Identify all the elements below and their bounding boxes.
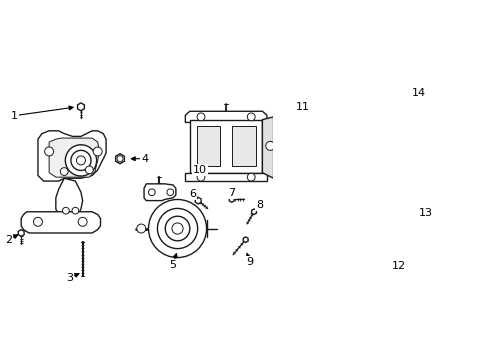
Text: 2: 2: [5, 235, 12, 245]
Polygon shape: [18, 230, 24, 236]
Circle shape: [117, 156, 123, 162]
Circle shape: [76, 156, 85, 165]
Text: 1: 1: [10, 111, 18, 121]
Circle shape: [78, 217, 87, 226]
Polygon shape: [251, 209, 256, 215]
Polygon shape: [195, 197, 201, 204]
Polygon shape: [407, 245, 412, 251]
Circle shape: [247, 173, 255, 181]
Polygon shape: [56, 178, 82, 217]
Circle shape: [65, 145, 97, 176]
Text: 8: 8: [256, 200, 263, 210]
Circle shape: [148, 189, 155, 195]
Circle shape: [350, 204, 358, 212]
Polygon shape: [116, 154, 124, 164]
Circle shape: [386, 100, 391, 105]
Circle shape: [165, 216, 189, 241]
Circle shape: [72, 207, 79, 214]
Polygon shape: [49, 138, 99, 177]
Text: 9: 9: [246, 257, 253, 267]
Circle shape: [60, 168, 68, 175]
Polygon shape: [416, 219, 422, 225]
Polygon shape: [185, 173, 266, 181]
Circle shape: [148, 199, 206, 257]
Text: 10: 10: [192, 165, 206, 175]
Circle shape: [62, 207, 69, 214]
Circle shape: [197, 113, 204, 121]
Polygon shape: [341, 215, 411, 246]
Bar: [189, 120, 262, 173]
Text: 7: 7: [228, 188, 235, 198]
Circle shape: [172, 223, 183, 234]
Polygon shape: [78, 103, 84, 111]
Polygon shape: [262, 117, 273, 178]
Circle shape: [265, 141, 274, 150]
Bar: [232, 126, 255, 166]
Polygon shape: [340, 201, 368, 216]
Polygon shape: [306, 109, 312, 116]
Circle shape: [34, 217, 42, 226]
Circle shape: [157, 208, 197, 249]
Polygon shape: [385, 98, 393, 107]
Circle shape: [374, 224, 389, 239]
Polygon shape: [21, 212, 101, 233]
Circle shape: [44, 147, 54, 156]
Polygon shape: [38, 131, 106, 181]
Circle shape: [166, 189, 173, 195]
Polygon shape: [144, 184, 176, 201]
Polygon shape: [243, 237, 247, 243]
Text: 13: 13: [418, 208, 431, 219]
Text: 12: 12: [391, 261, 406, 271]
Circle shape: [247, 113, 255, 121]
Text: 5: 5: [169, 260, 176, 270]
Text: 3: 3: [66, 273, 73, 283]
Polygon shape: [229, 197, 234, 202]
Text: 4: 4: [142, 154, 148, 164]
Bar: [196, 126, 220, 166]
Circle shape: [93, 147, 102, 156]
Circle shape: [71, 150, 91, 170]
Circle shape: [137, 224, 145, 233]
Polygon shape: [185, 111, 266, 122]
Text: 14: 14: [411, 89, 425, 98]
Text: 11: 11: [295, 102, 309, 112]
Circle shape: [85, 166, 93, 174]
Text: 6: 6: [189, 189, 196, 199]
Circle shape: [197, 173, 204, 181]
